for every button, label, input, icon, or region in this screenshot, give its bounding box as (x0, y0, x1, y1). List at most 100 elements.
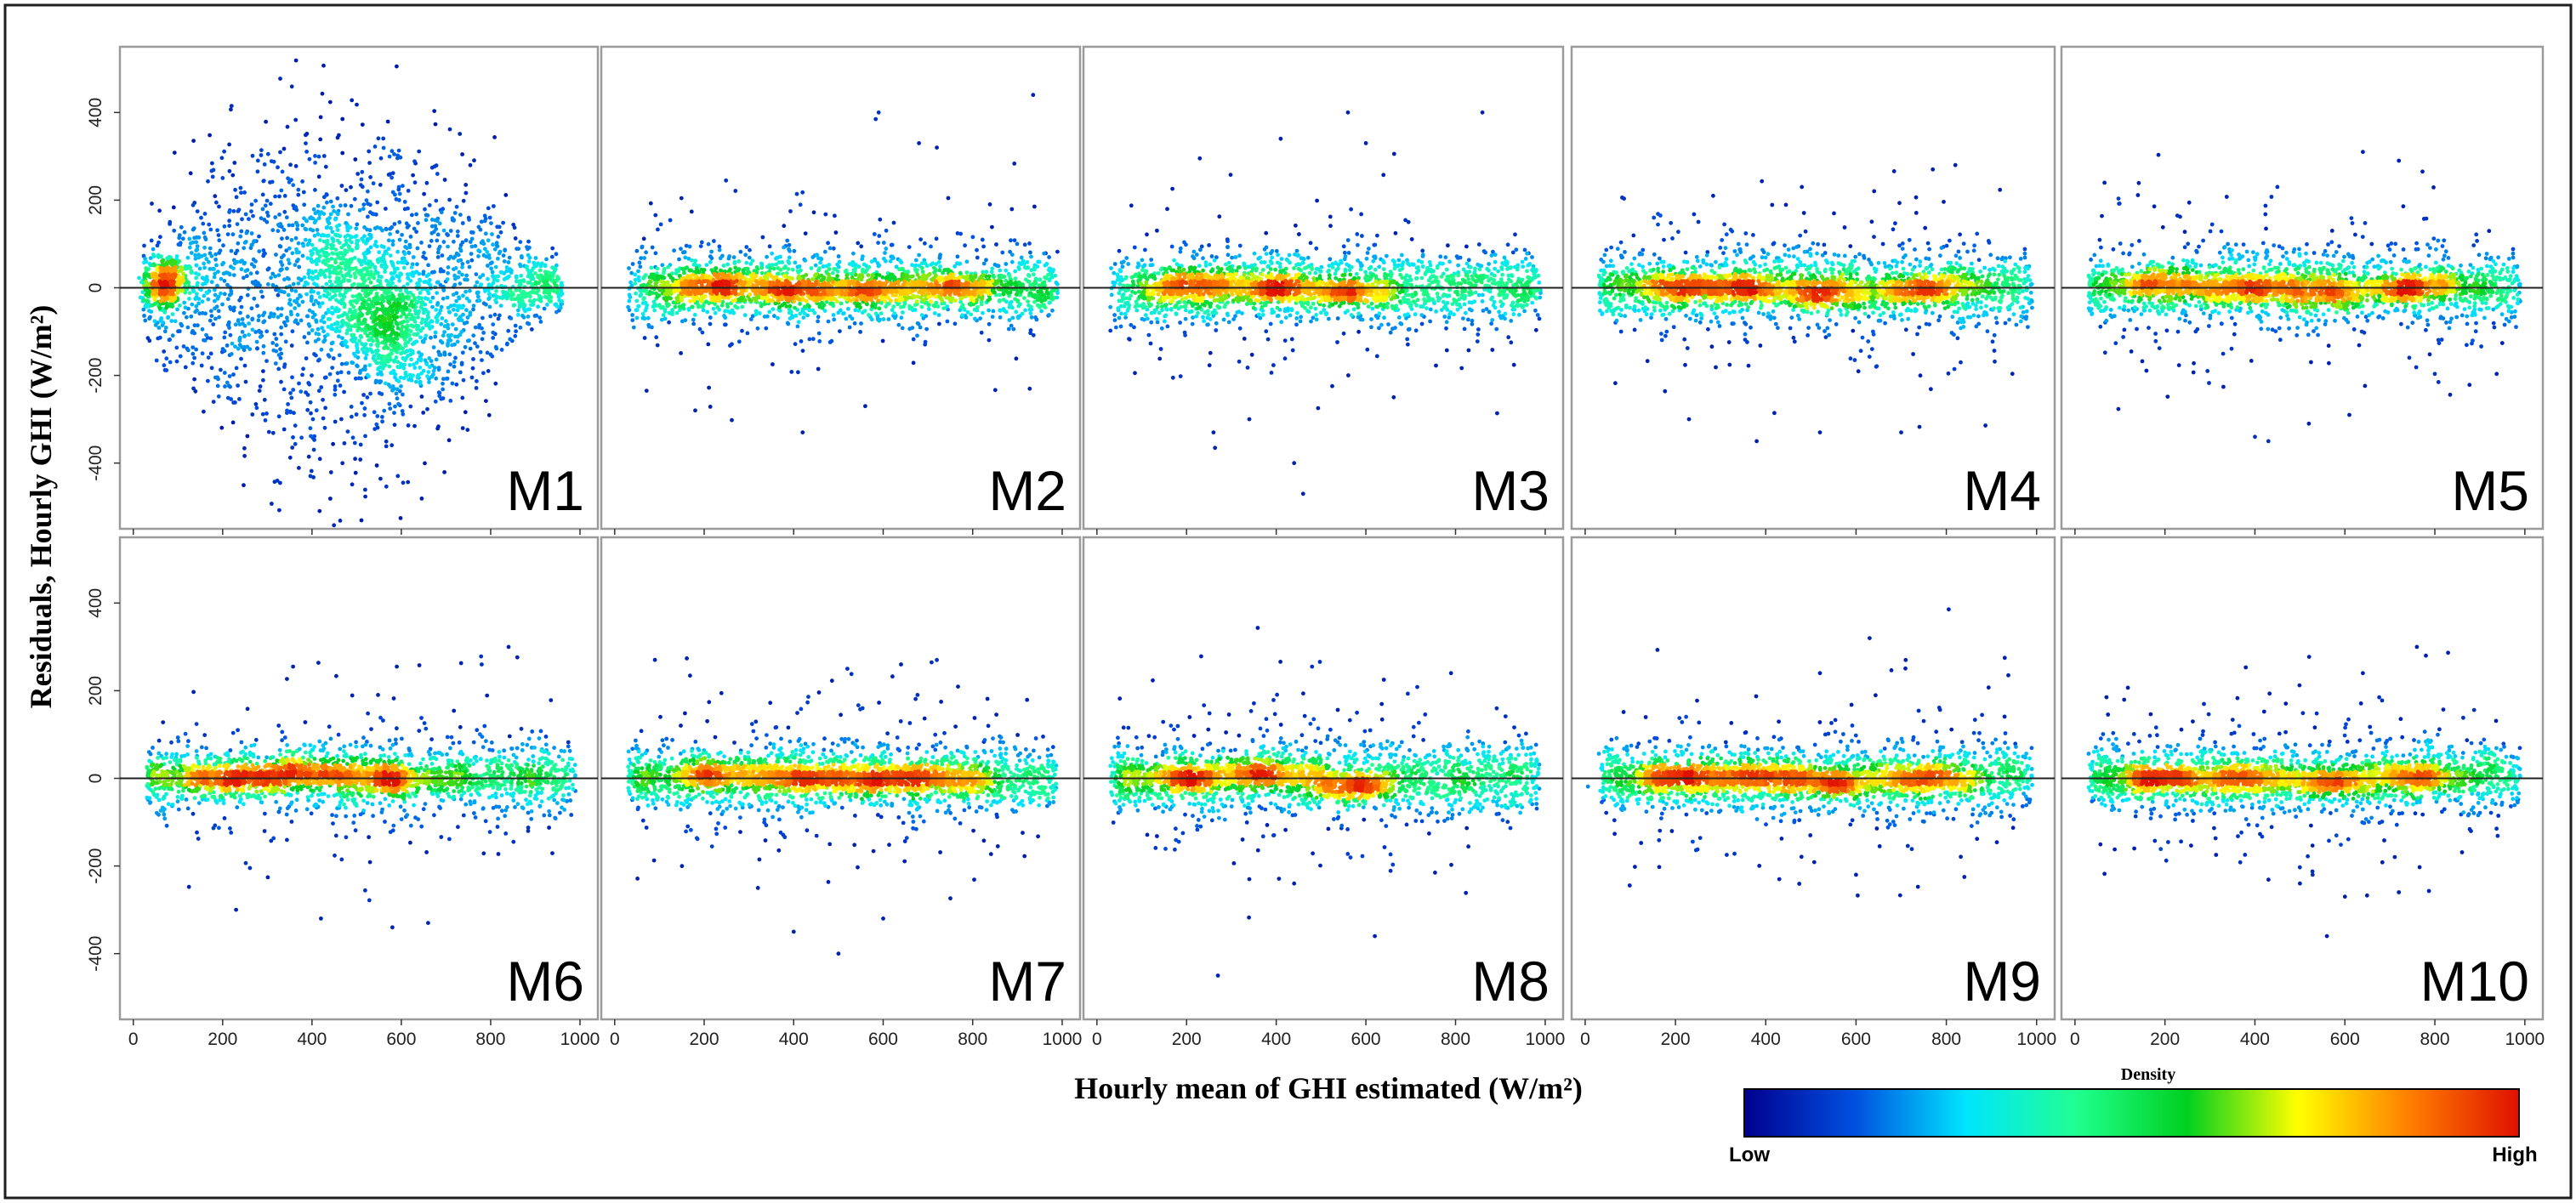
data-point (213, 316, 218, 321)
data-point (257, 314, 261, 319)
data-point (286, 176, 290, 181)
data-point (287, 246, 292, 251)
data-point (358, 457, 363, 462)
data-point (404, 325, 408, 330)
data-point (490, 232, 494, 236)
data-point (331, 356, 336, 360)
data-point (182, 300, 187, 305)
data-point (236, 241, 241, 246)
data-point (242, 241, 247, 245)
data-point (193, 253, 198, 258)
data-point (726, 256, 731, 261)
data-point (1008, 290, 1013, 295)
data-point (678, 308, 682, 313)
data-point (351, 304, 356, 309)
data-point (894, 264, 899, 270)
data-point (407, 250, 412, 255)
data-point (425, 297, 430, 301)
data-point (384, 484, 389, 489)
data-point (307, 238, 312, 243)
data-point (690, 304, 694, 309)
data-point (915, 333, 919, 338)
data-point (395, 396, 400, 401)
data-point (759, 265, 765, 270)
data-point (543, 272, 549, 277)
data-point (423, 461, 427, 466)
data-point (411, 292, 415, 298)
data-point (232, 305, 236, 310)
data-point (356, 376, 361, 381)
data-point (856, 264, 862, 269)
data-point (875, 261, 880, 265)
data-point (659, 279, 663, 284)
data-point (1007, 274, 1012, 278)
data-point (520, 255, 524, 260)
data-point (352, 338, 357, 343)
data-point (660, 275, 665, 281)
data-point (475, 280, 480, 285)
data-point (278, 244, 283, 249)
data-point (674, 310, 680, 315)
data-point (383, 270, 387, 275)
data-point (231, 266, 236, 270)
data-point (798, 311, 803, 316)
data-point (249, 242, 254, 247)
data-point (641, 236, 646, 241)
data-point (353, 457, 357, 462)
data-point (258, 334, 263, 339)
data-point (492, 247, 498, 252)
data-point (409, 265, 414, 270)
data-point (408, 337, 413, 342)
data-point (257, 389, 262, 393)
data-point (302, 335, 307, 339)
data-point (340, 336, 344, 341)
data-point (404, 314, 409, 319)
data-point (242, 260, 247, 265)
data-point (536, 304, 540, 309)
data-point (209, 280, 214, 285)
data-point (642, 256, 646, 260)
data-point (323, 406, 327, 411)
data-point (327, 292, 332, 297)
data-point (633, 277, 638, 282)
data-point (313, 154, 317, 158)
data-point (175, 307, 179, 312)
data-point (306, 241, 311, 246)
data-point (1022, 242, 1027, 247)
data-point (249, 231, 254, 235)
data-point (408, 329, 413, 333)
data-point (274, 253, 278, 257)
data-point (184, 266, 189, 271)
data-point (438, 282, 443, 287)
data-point (314, 408, 319, 413)
data-point (898, 258, 902, 263)
data-point (759, 270, 765, 275)
data-point (708, 259, 713, 264)
data-point (827, 340, 833, 344)
data-point (157, 306, 162, 310)
data-point (492, 204, 496, 208)
data-point (395, 344, 401, 349)
data-point (515, 297, 520, 302)
data-point (493, 298, 498, 303)
data-point (533, 256, 538, 260)
data-point (819, 278, 824, 283)
data-point (990, 224, 994, 230)
data-point (237, 335, 242, 340)
data-point (375, 306, 379, 311)
data-point (1047, 255, 1051, 259)
data-point (368, 235, 372, 241)
data-point (181, 344, 186, 349)
data-point (345, 228, 350, 233)
data-point (390, 293, 395, 298)
data-point (242, 275, 246, 281)
data-point (296, 192, 301, 197)
data-point (395, 326, 401, 331)
data-point (547, 289, 552, 294)
data-point (782, 265, 787, 270)
data-point (782, 245, 786, 250)
data-point (434, 198, 439, 203)
data-point (677, 304, 682, 309)
data-point (360, 184, 365, 190)
data-point (671, 300, 676, 305)
